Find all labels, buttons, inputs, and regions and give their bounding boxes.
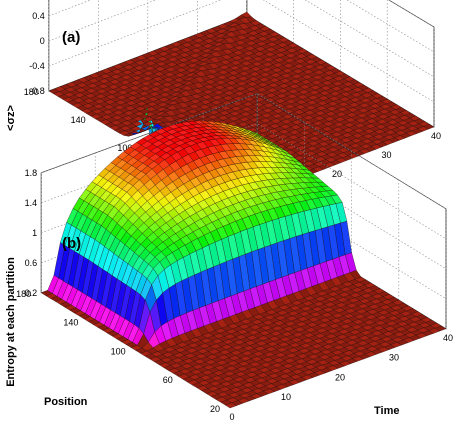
time-tick-label: 40 xyxy=(431,131,441,141)
surface-patch xyxy=(48,88,60,94)
z-gridline xyxy=(48,0,435,78)
z-tick-label: -0.8 xyxy=(29,86,45,96)
panel-b-surface xyxy=(40,120,447,409)
surface-patch xyxy=(40,290,53,296)
z-tick-label: -0.4 xyxy=(29,61,45,71)
z-tick-label: 0 xyxy=(40,36,45,46)
panel-b-label: (b) xyxy=(62,235,81,252)
time-tick-label: 0 xyxy=(229,412,234,422)
position-tick-label: 60 xyxy=(163,375,173,385)
position-tick-label: 20 xyxy=(210,404,220,414)
time-tick-label: 30 xyxy=(381,150,391,160)
panel-b-zlabel: Entropy at each partition xyxy=(5,257,17,387)
panel-b-position-label: Position xyxy=(44,396,88,408)
z-gridline xyxy=(48,0,435,103)
z-tick-label: 1.8 xyxy=(25,168,38,178)
time-tick-label: 20 xyxy=(335,372,345,382)
z-tick-label: 0.4 xyxy=(32,11,45,21)
panel-b-time-label: Time xyxy=(374,405,399,417)
panel-a-zlabel: <σz> xyxy=(5,105,17,131)
position-tick-label: 180 xyxy=(16,289,31,299)
z-gridline xyxy=(48,0,435,53)
time-tick-label: 10 xyxy=(281,392,291,402)
z-tick-label: 0.2 xyxy=(25,288,38,298)
z-tick-label: 1 xyxy=(32,228,37,238)
z-tick-label: 1.4 xyxy=(25,198,38,208)
position-tick-label: 100 xyxy=(111,346,126,356)
time-tick-label: 30 xyxy=(389,353,399,363)
panel-b-tick-labels: 20 60 100 140 180 0 10 20 30 40 0.2 0.6 1 1.4 1.8 xyxy=(16,168,453,422)
position-tick-label: 180 xyxy=(24,87,39,97)
time-tick-label: 20 xyxy=(332,169,342,179)
position-tick-label: 100 xyxy=(117,143,132,153)
time-tick-label: 40 xyxy=(443,333,453,343)
panel-a-label: (a) xyxy=(62,29,80,46)
z-tick-label: 0.6 xyxy=(25,258,38,268)
position-tick-label: 140 xyxy=(71,115,86,125)
position-tick-label: 140 xyxy=(63,318,78,328)
